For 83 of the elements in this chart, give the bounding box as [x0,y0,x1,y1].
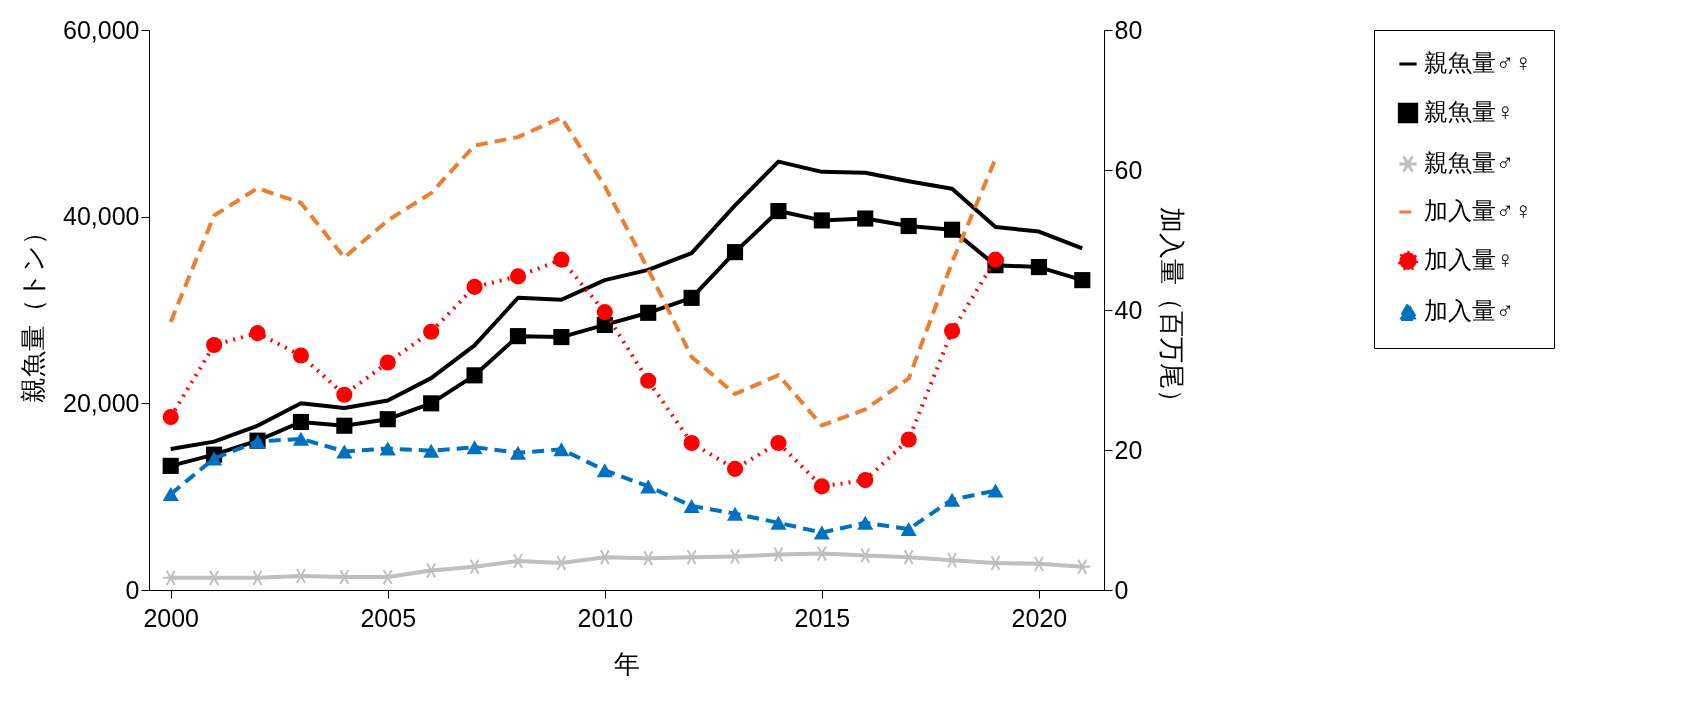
point [987,251,1004,268]
point [509,328,527,345]
y-tick-label: 40,000 [63,202,140,231]
point [466,367,483,384]
legend-label: 親魚量♀ [1424,98,1514,125]
point [553,442,570,457]
line-series [168,159,1085,452]
x-tick-label: 2015 [794,603,851,632]
legend-label: 加入量♀ [1424,246,1514,273]
point [683,499,700,513]
x-tick-label: 2010 [577,603,634,632]
point [813,212,830,229]
y2-tick-label: 60 [1114,155,1143,184]
point [640,479,657,494]
point [726,244,744,261]
point [813,525,830,540]
y-axis-title: 親魚量（トン） [18,218,49,403]
point [857,515,874,530]
point [292,413,309,431]
x-tick-label: 2000 [143,603,200,632]
point [944,221,961,238]
point [336,444,353,459]
point [726,506,744,521]
point [596,463,613,478]
y-tick-label: 20,000 [63,388,140,417]
point [900,431,917,448]
point [683,289,700,306]
point [292,431,309,446]
point [683,434,700,452]
x-axis-title: 年 [614,648,640,679]
point [640,372,657,389]
point [726,460,744,477]
point [423,323,440,340]
point [1074,272,1091,289]
point [596,304,613,321]
point [509,268,527,285]
point [379,354,396,371]
point [336,386,353,403]
point [857,210,874,227]
point [379,441,396,456]
point [249,325,266,342]
point [770,515,787,530]
point [900,217,917,235]
point [206,451,223,466]
legend-label: 加入量♂♀ [1424,197,1532,224]
point [336,417,353,434]
y2-tick-label: 40 [1114,295,1143,324]
legend-label: 親魚量♂ [1424,149,1514,176]
point [770,203,787,220]
point [944,322,961,340]
point [640,304,657,321]
point [466,440,483,455]
y2-axis-title: 加入量（百万尾） [1157,206,1188,415]
legend-label: 親魚量♂♀ [1424,49,1532,76]
y2-tick-label: 20 [1114,435,1143,464]
legend-label: 加入量♂ [1424,297,1514,324]
point [987,483,1004,498]
point [423,395,440,412]
point [292,347,309,364]
y2-tick-label: 80 [1114,15,1143,44]
point [553,329,570,346]
point [466,278,483,295]
point [162,457,179,474]
y2-tick-label: 0 [1114,575,1129,604]
y-tick-label: 60,000 [63,15,140,44]
point [944,492,961,507]
point [162,409,179,426]
point [857,472,874,489]
point [423,443,440,458]
point [553,251,570,268]
point [900,522,917,537]
point [509,445,527,460]
point [206,336,223,354]
point [162,487,179,502]
line-series [168,115,998,428]
y-tick-label: 0 [125,575,140,604]
x-tick-label: 2005 [360,603,417,632]
point [465,558,484,575]
point [813,478,830,495]
x-tick-label: 2020 [1011,603,1068,632]
point [1030,259,1047,276]
point [379,411,396,428]
point [770,434,787,452]
